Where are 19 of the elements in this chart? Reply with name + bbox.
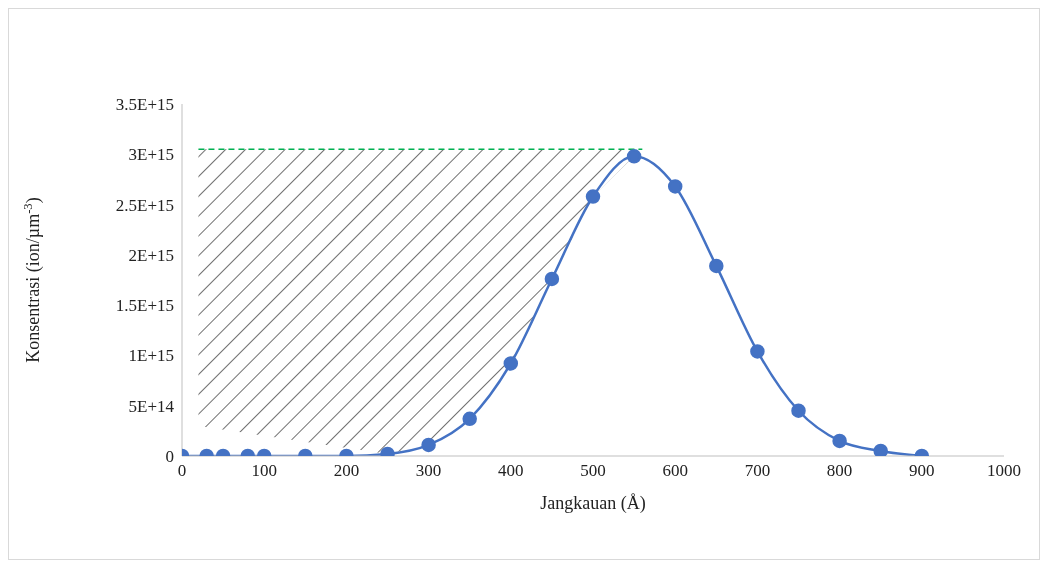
x-tick-label: 1000 — [987, 461, 1021, 481]
x-tick-label: 100 — [251, 461, 277, 481]
x-tick-label: 800 — [826, 461, 853, 481]
x-tick-label: 600 — [662, 461, 688, 481]
y-tick-label: 3.5E+15 — [115, 95, 174, 115]
y-tick-label: 2.5E+15 — [115, 195, 174, 215]
x-tick-label: 500 — [580, 461, 606, 481]
x-tick-label: 900 — [909, 461, 935, 481]
y-tick-label: 5E+14 — [128, 396, 175, 416]
y-tick-label: 2E+15 — [128, 245, 174, 265]
y-tick-label: 3E+15 — [128, 145, 174, 165]
y-tick-label: 1E+15 — [128, 346, 174, 366]
y-tick-label: 1.5E+15 — [115, 296, 174, 316]
x-tick-label: 200 — [333, 461, 360, 481]
x-tick-label: 300 — [415, 461, 442, 481]
y-tick-label: 0 — [165, 447, 174, 467]
x-tick-label: 700 — [744, 461, 771, 481]
x-tick-label: 400 — [498, 461, 524, 481]
x-axis-title: Jangkauan (Å) — [540, 492, 646, 514]
